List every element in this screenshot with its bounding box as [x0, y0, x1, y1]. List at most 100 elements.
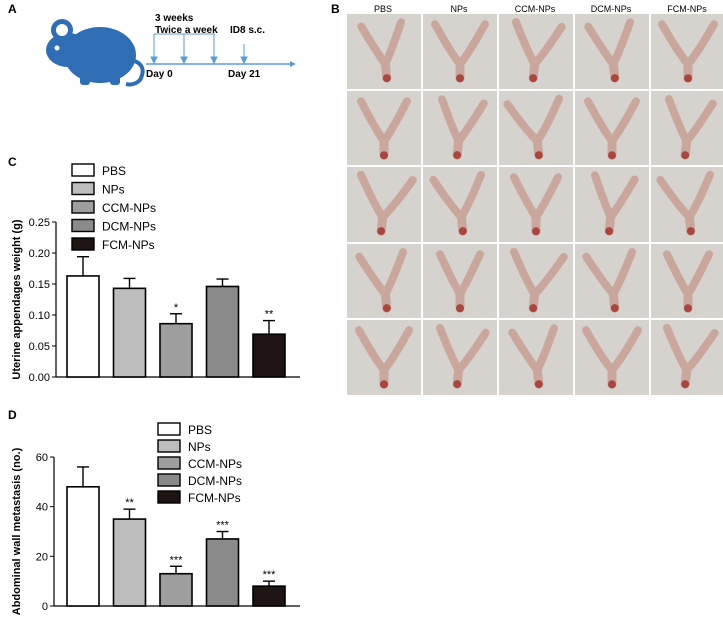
panel-d-letter: D	[8, 408, 17, 422]
chart-d-abdominal-metastasis: 0 20 40 60 Abdominal wall metastasis (no.) **…	[11, 422, 300, 615]
uterus-specimen-shape	[357, 18, 406, 83]
significance-label: ***	[170, 554, 184, 566]
legend-label: FCM-NPs	[188, 491, 241, 505]
legend-swatch	[157, 456, 181, 470]
bar	[112, 287, 147, 378]
photo-column-header: NPs	[450, 4, 468, 14]
uterus-specimen-shape	[658, 20, 718, 83]
uterus-specimen-photo	[575, 243, 649, 318]
uterus-specimen-photo	[347, 243, 421, 318]
y-tick-label: 20	[36, 551, 48, 563]
uterus-specimen-photo	[347, 14, 421, 89]
legend-label: DCM-NPs	[102, 220, 156, 234]
uterus-specimen-shape	[584, 18, 635, 83]
uterus-specimen-photo	[423, 243, 497, 318]
photo-column-header: FCM-NPs	[667, 4, 707, 14]
uterus-specimen-photo	[575, 14, 649, 89]
uterus-specimen-photo	[651, 320, 723, 395]
uterus-specimen-shape	[582, 247, 637, 313]
uterus-specimen-shape	[437, 94, 488, 160]
mouse-icon	[46, 19, 145, 87]
bar	[66, 486, 100, 607]
panel-c-letter: C	[8, 155, 17, 169]
uterus-specimen-shape	[355, 326, 413, 389]
legend-swatch	[157, 439, 181, 453]
bar	[112, 518, 147, 607]
uterus-specimen-photo	[423, 90, 497, 165]
y-tick-label: 0	[42, 601, 48, 613]
uterus-specimen-photo	[651, 243, 723, 318]
chart-c-uterine-weight: 0.00 0.05 0.10 0.15 0.20 0.25 Uterine appendag…	[11, 163, 300, 383]
uterus-specimen-photo	[651, 167, 723, 242]
bar	[159, 322, 193, 378]
uterus-specimen-shape	[584, 96, 640, 160]
y-tick-label: 0.00	[29, 372, 50, 383]
significance-label: ***	[263, 569, 277, 581]
uterus-specimen-shape	[582, 326, 642, 389]
uterus-specimen-shape	[429, 170, 486, 236]
significance-label: ***	[216, 520, 230, 532]
uterus-specimen-photo	[575, 320, 649, 395]
uterus-specimen-shape	[357, 96, 411, 160]
photo-column-header: DCM-NPs	[590, 4, 632, 14]
significance-label: *	[174, 302, 179, 314]
uterus-specimen-shape	[431, 20, 489, 83]
timeline-day0-label: Day 0	[146, 69, 173, 80]
y-tick-label: 0.25	[29, 217, 50, 229]
legend-label: PBS	[188, 423, 212, 437]
y-axis-title: Abdominal wall metastasis (no.)	[11, 447, 23, 615]
y-tick-label: 0.15	[29, 279, 50, 291]
uterus-specimen-photo	[423, 320, 497, 395]
uterus-specimen-photo	[499, 90, 573, 165]
y-axis-title: Uterine appendages weight (g)	[11, 219, 23, 379]
panel-b-letter: B	[331, 2, 340, 16]
significance-label: **	[125, 497, 134, 509]
uterus-specimen-shape	[509, 247, 568, 313]
uterus-specimen-shape	[664, 94, 717, 160]
legend-label: CCM-NPs	[102, 201, 156, 215]
legend-swatch	[71, 200, 95, 214]
legend-swatch	[157, 473, 181, 487]
legend-label: FCM-NPs	[102, 238, 155, 252]
uterus-specimen-shape	[435, 323, 490, 389]
bar	[159, 572, 193, 607]
legend-label: NPs	[102, 183, 125, 197]
uterus-specimen-photo	[423, 14, 497, 89]
uterus-specimen-photo	[499, 320, 573, 395]
bar	[205, 285, 240, 378]
bar	[66, 275, 100, 378]
panel-a-letter: A	[8, 2, 17, 16]
timeline-frequency-label: Twice a week	[155, 25, 218, 36]
bar	[252, 585, 286, 607]
y-tick-label: 0.20	[29, 248, 50, 260]
timeline-axis	[146, 33, 296, 67]
legend-swatch	[71, 163, 95, 177]
uterus-specimen-shape	[590, 171, 639, 236]
legend-label: NPs	[188, 440, 211, 454]
legend-swatch	[157, 490, 181, 504]
y-tick-label: 0.10	[29, 310, 50, 322]
timeline-weeks-label: 3 weeks	[155, 13, 194, 24]
uterus-specimen-shape	[508, 324, 559, 389]
uterus-specimen-shape	[510, 173, 562, 236]
uterus-specimen-photo	[347, 320, 421, 395]
uterus-specimen-photo	[347, 90, 421, 165]
legend-swatch	[71, 218, 95, 233]
bar	[252, 333, 286, 378]
uterus-specimen-shape	[436, 249, 484, 313]
photo-column-header: PBS	[373, 4, 392, 14]
legend-swatch	[157, 422, 181, 436]
timeline-id8-label: ID8 s.c.	[230, 25, 266, 36]
uterus-specimen-shape	[662, 323, 719, 389]
significance-label: **	[265, 309, 274, 321]
uterus-specimen-shape	[503, 94, 564, 160]
bar	[205, 538, 240, 607]
uterus-specimen-photo	[499, 167, 573, 242]
legend-label: CCM-NPs	[188, 457, 242, 471]
uterus-specimen-shape	[356, 170, 417, 236]
uterus-specimen-photo	[499, 14, 573, 89]
uterus-specimen-photo	[575, 90, 649, 165]
uterus-specimen-shape	[355, 247, 408, 313]
uterus-specimen-photo	[423, 167, 497, 242]
timeline-day21-label: Day 21	[228, 69, 261, 80]
